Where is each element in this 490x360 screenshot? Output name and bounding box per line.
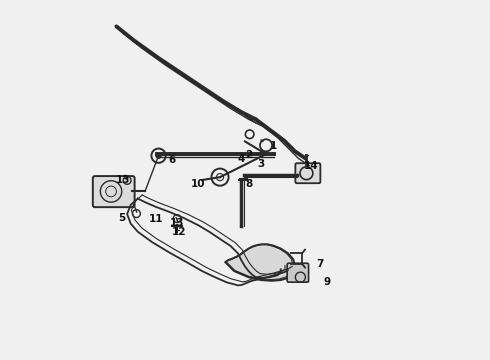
Text: 13: 13	[116, 175, 131, 185]
Text: 10: 10	[191, 179, 206, 189]
Text: 6: 6	[168, 156, 175, 165]
Text: 5: 5	[118, 212, 125, 222]
Text: 9: 9	[323, 277, 331, 287]
Text: 3: 3	[257, 159, 265, 169]
Text: 2: 2	[245, 150, 252, 160]
Text: 4: 4	[238, 154, 245, 163]
FancyBboxPatch shape	[295, 163, 320, 183]
Text: 13: 13	[170, 218, 184, 228]
FancyBboxPatch shape	[287, 263, 309, 282]
Text: 11: 11	[148, 214, 163, 224]
FancyBboxPatch shape	[93, 176, 135, 207]
Polygon shape	[225, 244, 295, 281]
Text: 12: 12	[172, 227, 186, 237]
Text: 14: 14	[304, 161, 318, 171]
Circle shape	[156, 153, 161, 158]
Text: 7: 7	[317, 259, 324, 269]
Text: 1: 1	[270, 141, 277, 151]
Text: 8: 8	[245, 179, 252, 189]
